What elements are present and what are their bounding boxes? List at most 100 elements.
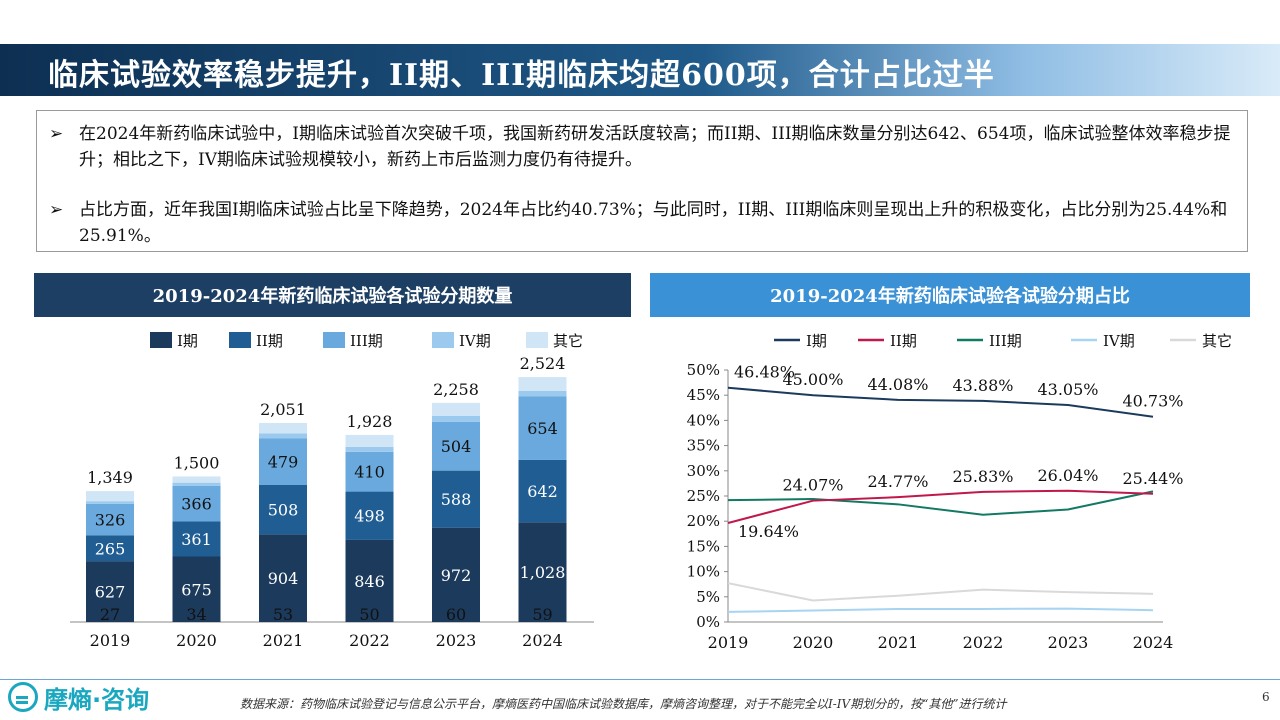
bullet-text-1: 在2024年新药临床试验中，I期临床试验首次突破千项，我国新药研发活跃度较高；而… [79, 124, 1231, 170]
bar-segment [518, 459, 567, 523]
logo-text: 摩熵·咨询 [44, 685, 150, 714]
segment-value-label: 60 [446, 605, 466, 624]
segment-value-label: 508 [268, 501, 299, 520]
bar-segment [259, 484, 307, 535]
legend-label-5: 其它 [553, 332, 583, 350]
x-tick-label: 2024 [522, 631, 563, 650]
x-tick-label: 2019 [90, 631, 131, 650]
segment-value-label: 504 [441, 437, 472, 456]
bar-segment [432, 470, 480, 528]
segment-value-label: 50 [359, 605, 379, 624]
legend-swatch-5 [526, 332, 548, 348]
data-label: 46.48% [734, 363, 795, 382]
data-label: 44.08% [867, 375, 928, 394]
bar-segment [172, 482, 221, 486]
data-label: 43.88% [952, 376, 1013, 395]
legend-label-2: II期 [890, 332, 917, 350]
bar-segment [86, 503, 134, 536]
data-label: 25.83% [952, 467, 1013, 486]
y-tick-label: 45% [687, 386, 720, 404]
x-tick-label: 2020 [176, 631, 217, 650]
bar-chart-title: 2019-2024年新药临床试验各试验分期数量 [34, 273, 631, 317]
bar-segment [432, 415, 480, 422]
data-label: 24.07% [782, 476, 843, 495]
segment-value-label: 846 [354, 572, 385, 591]
x-tick-label: 2022 [349, 631, 390, 650]
segment-value-label: 479 [268, 453, 299, 472]
bar-segment [172, 556, 221, 622]
summary-box: ➢ 在2024年新药临床试验中，I期临床试验首次突破千项，我国新药研发活跃度较高… [36, 110, 1248, 252]
segment-value-label: 53 [273, 605, 293, 624]
legend-label-2: II期 [256, 332, 283, 350]
bar-segment [518, 522, 567, 622]
legend-label-3: III期 [350, 332, 383, 350]
bar-segment [259, 433, 307, 439]
segment-value-label: 265 [95, 539, 126, 558]
series-line-3 [727, 490, 1154, 516]
y-tick-label: 0% [696, 613, 720, 631]
legend-swatch-1 [150, 332, 172, 348]
logo-mark-icon [8, 682, 38, 712]
slide-title: 临床试验效率稳步提升，II期、III期临床均超600项，合计占比过半 [48, 58, 995, 93]
segment-value-label: 366 [181, 495, 212, 514]
y-tick-label: 25% [687, 487, 720, 505]
legend-label-4: IV期 [1103, 332, 1135, 350]
segment-value-label: 410 [354, 463, 385, 482]
bar-segment [518, 377, 567, 391]
bar-segment [172, 521, 221, 557]
y-tick-label: 5% [696, 588, 720, 606]
x-tick-label: 2020 [793, 633, 834, 652]
bar-segment [259, 534, 307, 622]
y-tick-label: 20% [687, 512, 720, 530]
stacked-bar-chart: I期 II期 III期 IV期 其它 627 265 326 27 1,349 2019 675 361… [70, 332, 594, 650]
total-value-label: 2,051 [260, 400, 306, 419]
segment-value-label: 498 [354, 507, 385, 526]
footer-divider [0, 679, 1280, 680]
legend-label-5: 其它 [1202, 332, 1232, 350]
legend-label-3: III期 [989, 332, 1022, 350]
company-logo: 摩熵·咨询 [8, 682, 150, 714]
legend-swatch-4 [432, 332, 454, 348]
legend-swatch-3 [323, 332, 345, 348]
y-tick-label: 30% [687, 462, 720, 480]
segment-value-label: 27 [100, 605, 120, 624]
series-line-2 [727, 489, 1154, 524]
series-line-4 [727, 607, 1154, 613]
y-tick-label: 40% [687, 411, 720, 429]
bar-segment [86, 491, 134, 502]
bar-segment [345, 539, 394, 622]
legend-label-1: I期 [806, 332, 827, 350]
bar-segment [518, 390, 567, 397]
data-label: 45.00% [782, 370, 843, 389]
x-tick-label: 2023 [1048, 633, 1089, 652]
segment-value-label: 588 [441, 490, 472, 509]
bar-segment [518, 396, 567, 460]
bullet-text-2: 占比方面，近年我国I期临床试验占比呈下降趋势，2024年占比约40.73%；与此… [79, 200, 1228, 246]
bar-segment [86, 561, 134, 622]
x-tick-label: 2023 [436, 631, 477, 650]
total-value-label: 2,524 [520, 354, 566, 373]
y-tick-label: 35% [687, 437, 720, 455]
series-line-1 [727, 386, 1154, 418]
arrow-bullet-icon: ➢ [49, 124, 64, 144]
legend-label-1: I期 [177, 332, 198, 350]
x-tick-label: 2024 [1133, 633, 1174, 652]
x-tick-label: 2021 [263, 631, 304, 650]
segment-value-label: 34 [186, 605, 206, 624]
bar-segment [345, 434, 394, 447]
bar-segment [172, 476, 221, 483]
page-number: 6 [1262, 690, 1270, 704]
x-tick-label: 2021 [878, 633, 919, 652]
arrow-bullet-icon: ➢ [49, 200, 64, 220]
segment-value-label: 59 [532, 605, 552, 624]
segment-value-label: 642 [527, 482, 558, 501]
total-value-label: 2,258 [433, 380, 479, 399]
data-label: 25.44% [1122, 469, 1183, 488]
data-label: 43.05% [1037, 380, 1098, 399]
bar-segment [432, 402, 480, 416]
series-line-5 [727, 582, 1154, 602]
data-label: 40.73% [1122, 392, 1183, 411]
title-bar: 临床试验效率稳步提升，II期、III期临床均超600项，合计占比过半 [0, 44, 1280, 96]
bar-segment [432, 527, 480, 622]
bar-segment [259, 438, 307, 485]
